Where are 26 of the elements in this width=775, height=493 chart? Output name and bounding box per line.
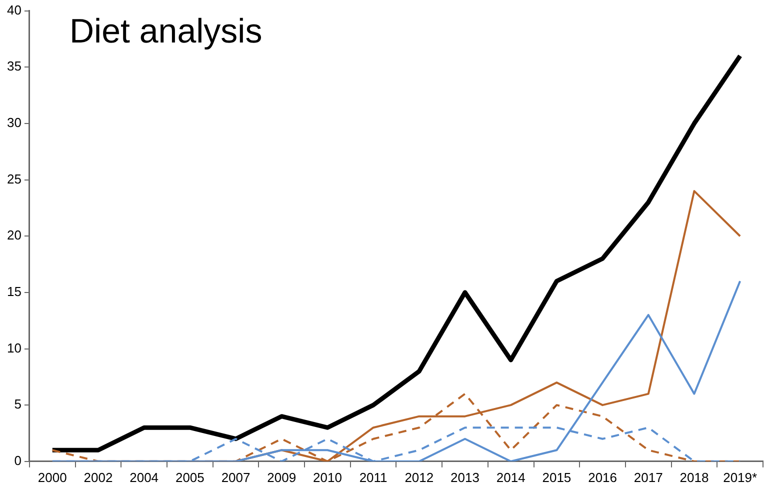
y-tick-label: 25 (6, 171, 22, 186)
x-tick-label: 2011 (359, 470, 388, 485)
y-tick-label: 0 (14, 452, 22, 468)
x-tick-label: 2019* (723, 470, 758, 485)
x-tick-label: 2002 (84, 470, 113, 485)
y-tick-label: 10 (6, 340, 22, 356)
x-tick-label: 2012 (404, 470, 434, 485)
y-tick-label: 5 (14, 396, 22, 412)
y-tick-label: 40 (6, 2, 22, 18)
x-tick-label: 2007 (221, 470, 250, 485)
x-tick-label: 2018 (680, 470, 709, 485)
y-tick-label: 20 (6, 228, 22, 243)
x-tick-label: 2010 (313, 470, 342, 485)
y-tick-label: 30 (6, 115, 22, 130)
x-tick-label: 2016 (588, 470, 617, 485)
x-tick-label: 2013 (450, 470, 480, 485)
x-tick-label: 2015 (542, 470, 572, 485)
x-tick-label: 2009 (267, 470, 296, 485)
x-tick-label: 2005 (175, 470, 204, 485)
y-tick-label: 35 (6, 58, 22, 74)
y-tick-label: 15 (6, 284, 22, 300)
x-tick-label: 2000 (38, 470, 67, 485)
chart-title: Diet analysis (69, 12, 262, 50)
x-tick-label: 2017 (634, 470, 663, 485)
x-tick-label: 2014 (496, 470, 526, 485)
x-tick-label: 2004 (130, 470, 159, 485)
